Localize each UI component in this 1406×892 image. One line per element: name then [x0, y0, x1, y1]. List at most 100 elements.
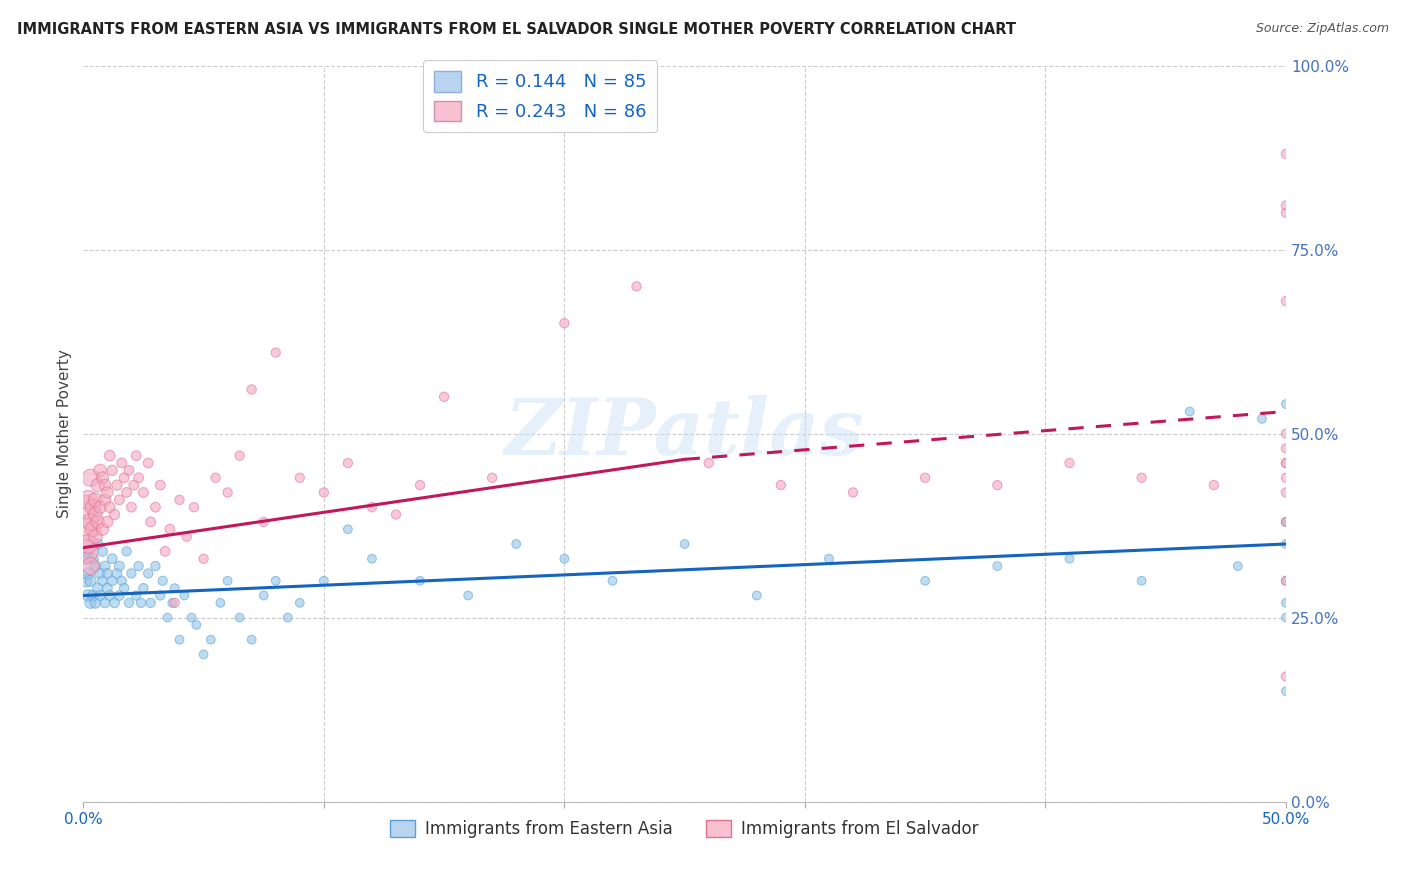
Point: [217, 574, 239, 588]
Point: [82, 589, 104, 603]
Point: [433, 390, 456, 404]
Point: [128, 471, 150, 485]
Point: [101, 463, 124, 477]
Point: [204, 471, 226, 485]
Point: [115, 544, 138, 558]
Point: [409, 478, 432, 492]
Point: [228, 610, 250, 624]
Point: [1275, 198, 1298, 212]
Point: [77, 544, 100, 558]
Point: [1275, 596, 1298, 610]
Point: [91, 471, 114, 485]
Point: [481, 471, 503, 485]
Point: [1059, 551, 1081, 566]
Point: [111, 456, 134, 470]
Point: [818, 551, 841, 566]
Point: [118, 463, 141, 477]
Point: [159, 522, 181, 536]
Point: [112, 581, 135, 595]
Point: [82, 500, 104, 515]
Point: [173, 589, 195, 603]
Point: [986, 559, 1008, 574]
Point: [108, 559, 131, 574]
Point: [193, 648, 215, 662]
Point: [84, 530, 107, 544]
Point: [193, 551, 215, 566]
Point: [1275, 471, 1298, 485]
Point: [89, 463, 111, 477]
Point: [79, 515, 101, 529]
Point: [79, 559, 101, 574]
Point: [209, 596, 232, 610]
Point: [84, 559, 107, 574]
Point: [180, 610, 202, 624]
Point: [96, 485, 118, 500]
Point: [79, 596, 101, 610]
Point: [1275, 456, 1298, 470]
Point: [200, 632, 222, 647]
Text: ZIPatlas: ZIPatlas: [505, 395, 865, 472]
Point: [79, 471, 101, 485]
Point: [1275, 442, 1298, 456]
Point: [77, 492, 100, 507]
Point: [1130, 471, 1153, 485]
Point: [176, 530, 198, 544]
Point: [1275, 397, 1298, 411]
Point: [75, 522, 97, 536]
Point: [128, 559, 150, 574]
Point: [120, 500, 142, 515]
Point: [108, 589, 131, 603]
Point: [75, 574, 97, 588]
Point: [1059, 456, 1081, 470]
Point: [103, 508, 125, 522]
Point: [77, 537, 100, 551]
Point: [94, 596, 117, 610]
Point: [122, 478, 145, 492]
Point: [842, 485, 865, 500]
Point: [111, 574, 134, 588]
Point: [84, 508, 107, 522]
Point: [145, 559, 167, 574]
Point: [105, 566, 128, 581]
Point: [986, 478, 1008, 492]
Point: [288, 596, 311, 610]
Point: [1178, 404, 1201, 418]
Point: [312, 574, 335, 588]
Point: [98, 449, 121, 463]
Point: [361, 500, 384, 515]
Point: [1275, 426, 1298, 441]
Point: [163, 596, 186, 610]
Point: [336, 456, 359, 470]
Text: Source: ZipAtlas.com: Source: ZipAtlas.com: [1256, 22, 1389, 36]
Point: [264, 345, 287, 359]
Point: [149, 589, 172, 603]
Point: [94, 492, 117, 507]
Point: [120, 566, 142, 581]
Point: [96, 581, 118, 595]
Point: [673, 537, 696, 551]
Point: [253, 589, 276, 603]
Point: [125, 589, 148, 603]
Point: [228, 449, 250, 463]
Point: [115, 485, 138, 500]
Point: [1275, 574, 1298, 588]
Point: [1275, 684, 1298, 698]
Point: [82, 522, 104, 536]
Point: [1275, 610, 1298, 624]
Point: [132, 485, 155, 500]
Legend: Immigrants from Eastern Asia, Immigrants from El Salvador: Immigrants from Eastern Asia, Immigrants…: [384, 814, 986, 845]
Point: [91, 522, 114, 536]
Point: [82, 551, 104, 566]
Point: [1275, 456, 1298, 470]
Y-axis label: Single Mother Poverty: Single Mother Poverty: [58, 349, 72, 518]
Point: [132, 581, 155, 595]
Point: [1275, 669, 1298, 683]
Point: [457, 589, 479, 603]
Point: [129, 596, 152, 610]
Point: [96, 566, 118, 581]
Point: [101, 551, 124, 566]
Point: [169, 632, 191, 647]
Point: [94, 478, 117, 492]
Point: [96, 515, 118, 529]
Point: [186, 618, 208, 632]
